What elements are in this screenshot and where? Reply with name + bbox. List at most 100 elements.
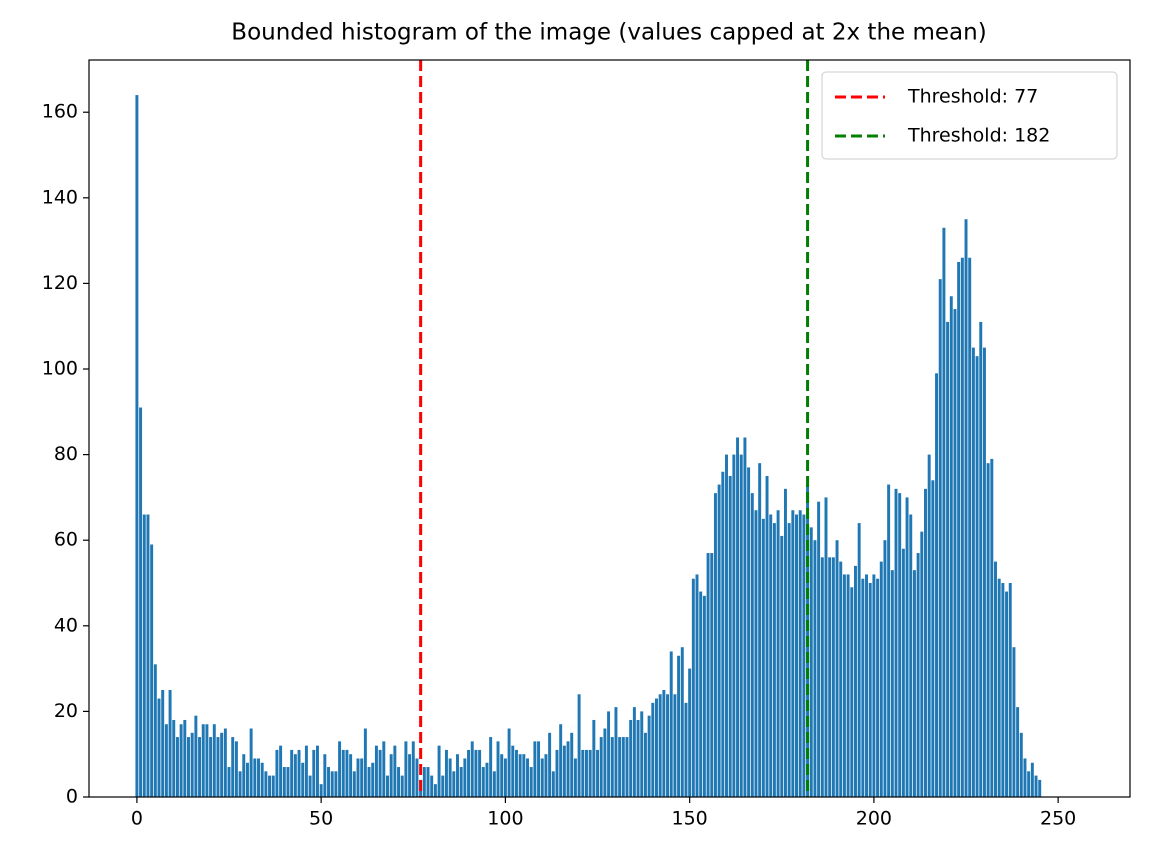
bar bbox=[463, 758, 467, 797]
bar bbox=[706, 553, 710, 797]
bar bbox=[168, 690, 172, 797]
y-tick-label: 140 bbox=[42, 186, 78, 208]
bar bbox=[964, 219, 968, 798]
bar bbox=[853, 565, 857, 797]
bar bbox=[677, 655, 681, 797]
bar bbox=[614, 707, 618, 797]
bar bbox=[835, 540, 839, 797]
bar bbox=[194, 715, 198, 797]
bar bbox=[736, 437, 740, 797]
bar bbox=[994, 561, 997, 797]
bar bbox=[732, 454, 736, 797]
legend-label: Threshold: 77 bbox=[907, 86, 1038, 108]
bar bbox=[817, 501, 821, 797]
bar bbox=[540, 758, 544, 797]
bar bbox=[352, 771, 356, 797]
bar bbox=[828, 557, 832, 797]
bar bbox=[205, 724, 209, 797]
bar bbox=[824, 497, 828, 797]
bar bbox=[496, 741, 500, 797]
bar bbox=[1030, 762, 1034, 797]
bar bbox=[503, 758, 507, 797]
bar bbox=[912, 570, 916, 797]
bar bbox=[791, 510, 795, 797]
bar bbox=[452, 771, 456, 797]
bar bbox=[146, 514, 150, 797]
x-tick-label: 200 bbox=[856, 808, 892, 830]
bar bbox=[242, 754, 246, 797]
bar bbox=[960, 257, 964, 798]
bar bbox=[514, 749, 518, 797]
bar bbox=[275, 749, 279, 797]
bar bbox=[426, 767, 430, 797]
bar bbox=[172, 719, 176, 797]
bar bbox=[481, 767, 485, 797]
bar bbox=[684, 702, 688, 797]
bar bbox=[559, 724, 563, 797]
bar bbox=[901, 548, 905, 797]
bar bbox=[780, 535, 784, 797]
bar bbox=[879, 561, 883, 797]
bar bbox=[865, 574, 868, 797]
bar bbox=[279, 745, 283, 797]
bar bbox=[916, 553, 920, 797]
bar bbox=[500, 754, 504, 797]
bar bbox=[721, 471, 725, 797]
bar bbox=[271, 775, 275, 797]
bar bbox=[618, 737, 622, 797]
bar bbox=[655, 698, 658, 797]
bar bbox=[588, 749, 592, 797]
bar bbox=[260, 762, 264, 797]
bar bbox=[408, 754, 412, 797]
bar bbox=[459, 767, 463, 797]
bar bbox=[179, 724, 183, 797]
bar bbox=[872, 574, 876, 797]
bar bbox=[603, 728, 607, 797]
bar bbox=[341, 749, 345, 797]
bar bbox=[776, 510, 780, 797]
bar bbox=[725, 454, 728, 797]
bar bbox=[887, 484, 891, 797]
bar bbox=[216, 737, 220, 797]
bar bbox=[566, 741, 570, 797]
chart-title: Bounded histogram of the image (values c… bbox=[231, 20, 986, 46]
bar bbox=[935, 373, 939, 797]
bar bbox=[551, 771, 555, 797]
bar bbox=[522, 754, 526, 797]
bar bbox=[647, 715, 651, 797]
bar bbox=[253, 758, 257, 797]
bar bbox=[831, 557, 835, 797]
bar bbox=[890, 570, 894, 797]
bar bbox=[257, 758, 260, 797]
bar bbox=[573, 758, 577, 797]
x-tick-label: 250 bbox=[1040, 808, 1076, 830]
bar bbox=[319, 784, 323, 797]
bar bbox=[209, 737, 213, 797]
x-tick-label: 100 bbox=[487, 808, 523, 830]
bar bbox=[371, 762, 375, 797]
bar bbox=[607, 711, 611, 797]
bar bbox=[909, 514, 913, 797]
bar bbox=[979, 321, 983, 797]
bar bbox=[861, 578, 865, 797]
bar bbox=[713, 493, 717, 797]
bar bbox=[783, 488, 787, 797]
bar bbox=[769, 514, 773, 797]
bar bbox=[304, 745, 308, 797]
bar bbox=[747, 467, 751, 797]
bar bbox=[467, 749, 471, 797]
bar bbox=[717, 484, 721, 797]
bar bbox=[640, 711, 644, 797]
bar bbox=[986, 463, 990, 797]
bar bbox=[953, 309, 957, 797]
bar bbox=[139, 407, 143, 797]
bar bbox=[1038, 779, 1042, 797]
bar bbox=[220, 732, 224, 797]
bar bbox=[389, 754, 393, 797]
bar bbox=[382, 741, 386, 797]
bar bbox=[876, 578, 880, 797]
bar bbox=[673, 694, 677, 797]
bar bbox=[470, 741, 474, 797]
bar bbox=[957, 262, 961, 798]
